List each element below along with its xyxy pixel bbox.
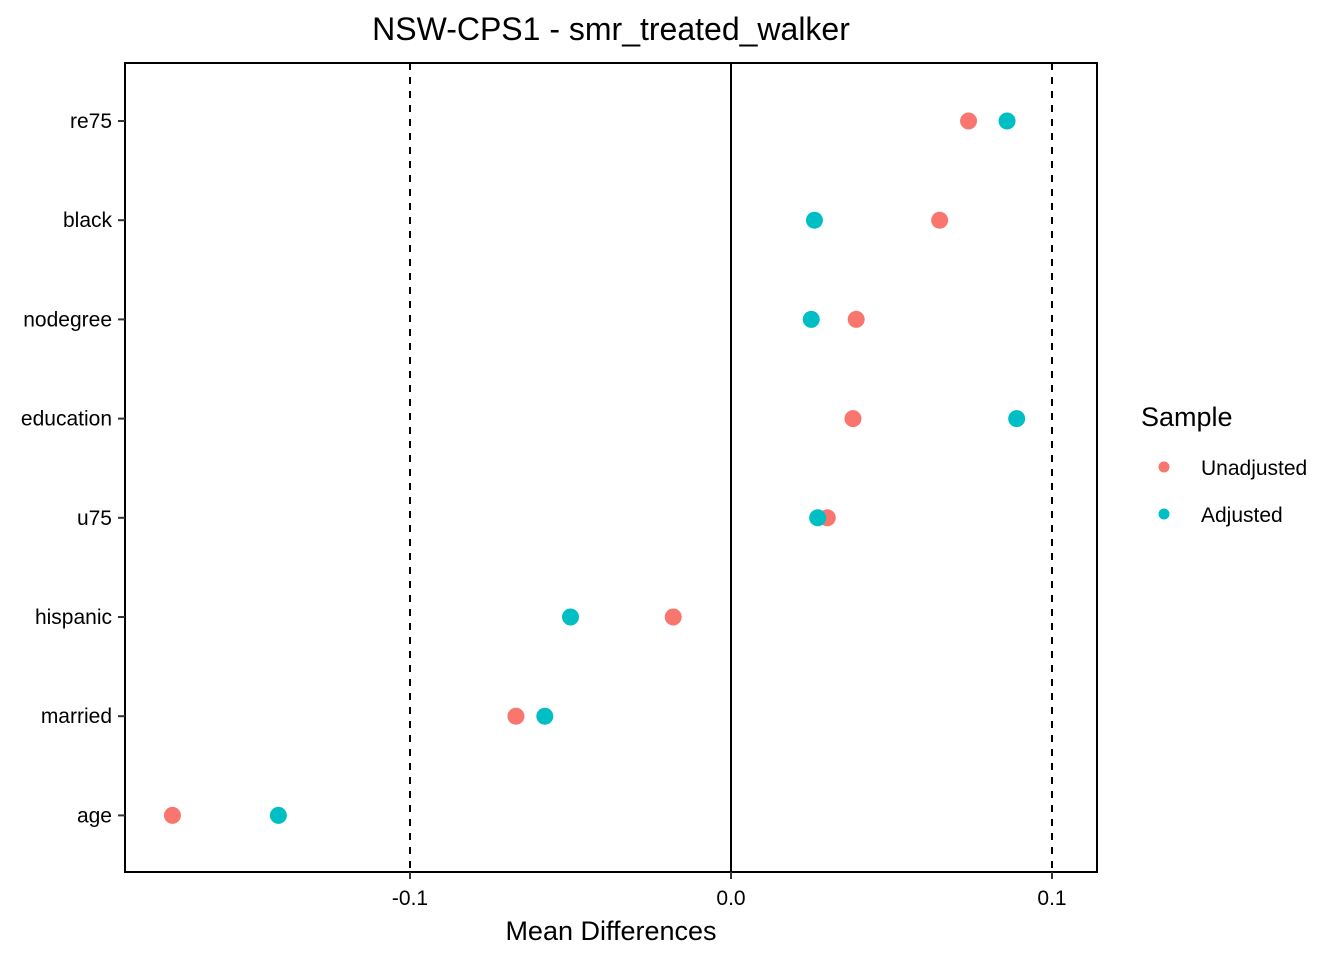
point-unadjusted [163,806,181,824]
legend-title: Sample [1141,402,1233,432]
legend-label-unadjusted: Unadjusted [1201,457,1307,480]
x-tick-label: 0.1 [1037,887,1066,910]
point-unadjusted [507,707,525,725]
y-tick-label: u75 [77,507,112,530]
point-adjusted [805,211,823,229]
point-adjusted [562,608,579,626]
point-adjusted [1008,410,1026,428]
y-tick-label: age [77,804,112,827]
point-adjusted [536,707,554,725]
y-tick-label: married [41,705,112,728]
point-unadjusted [960,112,978,130]
chart-title: NSW-CPS1 - smr_treated_walker [372,11,850,47]
point-adjusted [269,806,287,824]
point-unadjusted [847,310,865,328]
point-adjusted [998,112,1016,130]
panel-border [124,62,1098,873]
point-unadjusted [931,211,949,229]
legend-key-unadjusted [1158,461,1170,473]
x-tick-label: 0.0 [716,887,745,910]
legend-key-adjusted [1158,508,1170,520]
point-adjusted [809,509,827,527]
y-tick-label: black [63,209,113,232]
y-tick-label: education [21,408,112,431]
y-tick-label: nodegree [23,308,112,331]
legend: Sample Unadjusted Adjusted [1141,402,1307,527]
point-unadjusted [664,608,682,626]
legend-label-adjusted: Adjusted [1201,504,1283,527]
y-tick-label: hispanic [35,606,112,629]
point-adjusted [802,310,820,328]
plot-panel: re75 black nodegree education u75 hispanic mar… [21,62,1098,910]
x-tick-label: -0.1 [392,887,428,910]
point-unadjusted [844,410,862,428]
y-tick-label: re75 [70,110,112,133]
x-axis-title: Mean Differences [505,916,716,946]
